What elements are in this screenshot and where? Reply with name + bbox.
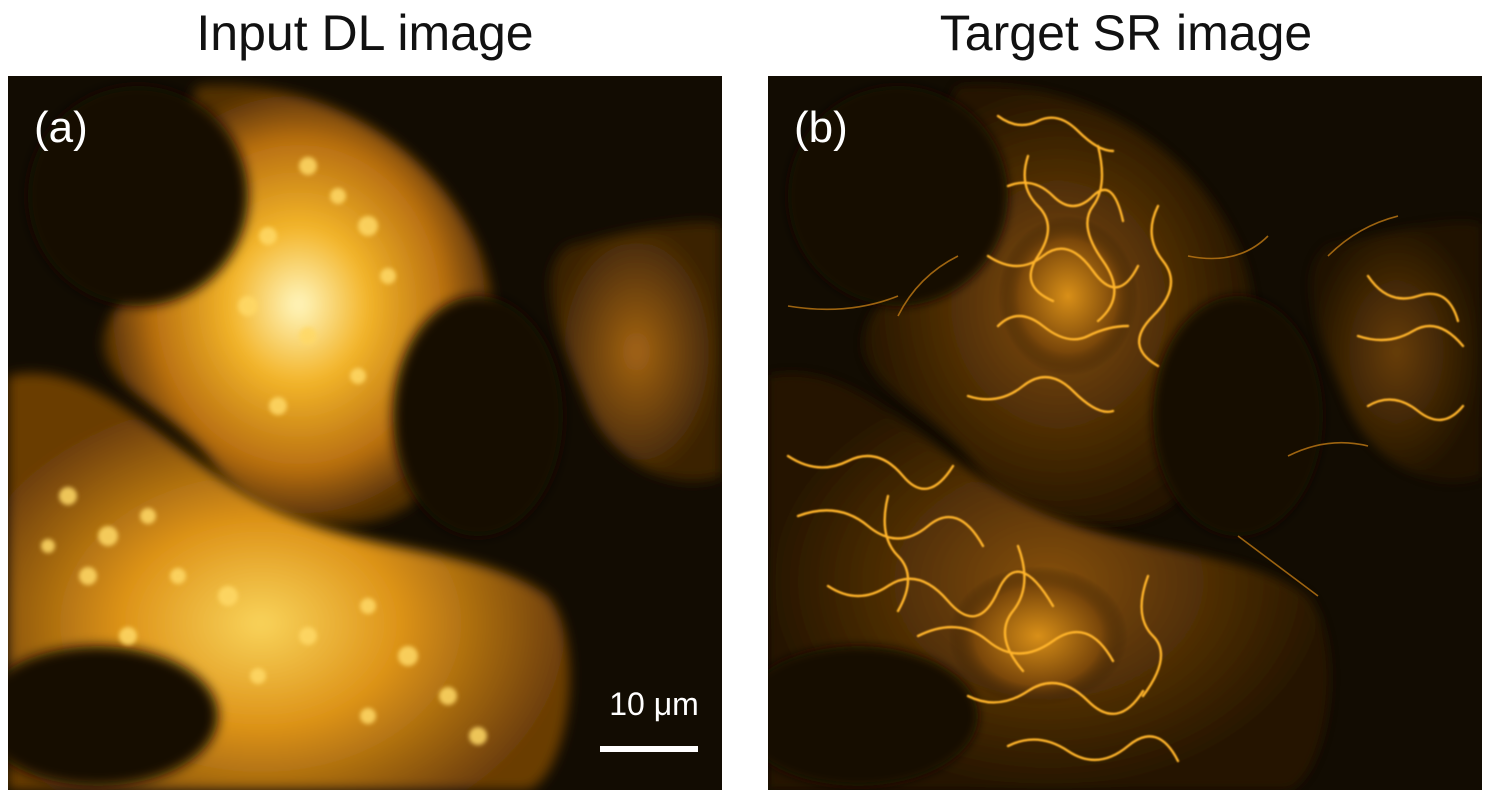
scale-bar-label: 10 μm xyxy=(609,686,699,722)
filament-network xyxy=(786,114,1465,763)
right-cell xyxy=(1310,222,1482,482)
target-sr-micrograph: (b) xyxy=(768,76,1482,790)
scale-bar xyxy=(600,746,698,752)
panel-letter: (a) xyxy=(34,103,88,152)
panel-title: Target SR image xyxy=(939,5,1313,61)
granule-spots xyxy=(41,157,487,745)
right-cell xyxy=(550,222,722,482)
target-sr-image xyxy=(768,76,1482,790)
panel-title: Input DL image xyxy=(196,5,534,61)
panel-letter: (b) xyxy=(794,103,848,152)
panel-input-dl: Input DL image xyxy=(0,0,730,802)
input-dl-micrograph: (a) 10 μm xyxy=(8,76,722,790)
panel-target-sr: Target SR image xyxy=(760,0,1492,802)
edge-filaments xyxy=(787,215,1399,597)
input-dl-image xyxy=(8,76,722,790)
